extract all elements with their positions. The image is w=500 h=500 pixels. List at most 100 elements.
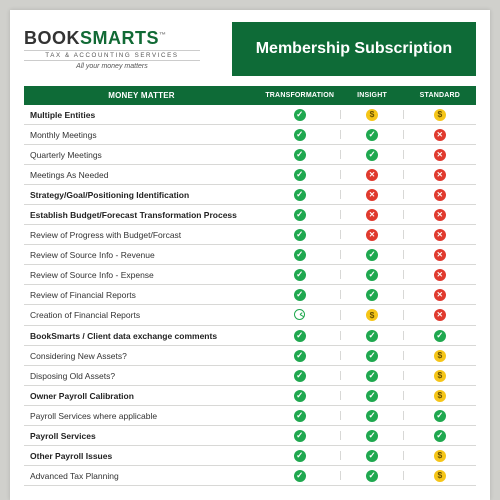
check-icon xyxy=(294,189,306,201)
check-icon xyxy=(366,289,378,301)
check-icon xyxy=(294,269,306,281)
check-icon xyxy=(294,330,306,342)
clock-icon xyxy=(294,309,305,320)
row-label: Advanced Tax Planning xyxy=(24,466,259,486)
comparison-table: MONEY MATTER TRANSFORMATION INSIGHT STAN… xyxy=(24,86,476,486)
cross-icon xyxy=(366,169,378,181)
table-row: BookSmarts / Client data exchange commen… xyxy=(24,326,476,346)
table-row: Review of Source Info - Revenue xyxy=(24,245,476,265)
check-icon xyxy=(294,350,306,362)
cross-icon xyxy=(434,289,446,301)
row-label: BookSmarts / Client data exchange commen… xyxy=(24,326,259,346)
dollar-icon xyxy=(366,309,378,321)
check-icon xyxy=(294,109,306,121)
col-insight: INSIGHT xyxy=(340,86,403,105)
row-label: Owner Payroll Calibration xyxy=(24,386,259,406)
table-row: Establish Budget/Forecast Transformation… xyxy=(24,205,476,225)
col-standard: STANDARD xyxy=(404,86,476,105)
cell-s xyxy=(404,105,476,125)
cell-s xyxy=(404,305,476,326)
cell-s xyxy=(404,346,476,366)
cell-i xyxy=(340,366,403,386)
dollar-icon xyxy=(434,370,446,382)
dollar-icon xyxy=(366,109,378,121)
check-icon xyxy=(434,410,446,422)
cross-icon xyxy=(434,149,446,161)
cell-t xyxy=(259,406,340,426)
table-row: Multiple Entities xyxy=(24,105,476,125)
dollar-icon xyxy=(434,450,446,462)
cell-s xyxy=(404,386,476,406)
cell-s xyxy=(404,205,476,225)
table-row: Considering New Assets? xyxy=(24,346,476,366)
cell-t xyxy=(259,326,340,346)
dollar-icon xyxy=(434,350,446,362)
row-label: Creation of Financial Reports xyxy=(24,305,259,326)
table-header: MONEY MATTER TRANSFORMATION INSIGHT STAN… xyxy=(24,86,476,105)
table-row: Payroll Services where applicable xyxy=(24,406,476,426)
brand-name-smarts: SMARTS xyxy=(80,28,159,48)
row-label: Considering New Assets? xyxy=(24,346,259,366)
cross-icon xyxy=(434,169,446,181)
cell-i xyxy=(340,145,403,165)
cell-s xyxy=(404,406,476,426)
check-icon xyxy=(366,390,378,402)
cell-s xyxy=(404,265,476,285)
cell-t xyxy=(259,245,340,265)
check-icon xyxy=(294,410,306,422)
cell-s xyxy=(404,165,476,185)
cell-s xyxy=(404,185,476,205)
cell-s xyxy=(404,125,476,145)
header-spacer xyxy=(24,76,476,86)
row-label: Review of Financial Reports xyxy=(24,285,259,305)
check-icon xyxy=(366,249,378,261)
row-label: Multiple Entities xyxy=(24,105,259,125)
table-row: Other Payroll Issues xyxy=(24,446,476,466)
table-row: Owner Payroll Calibration xyxy=(24,386,476,406)
cell-s xyxy=(404,245,476,265)
check-icon xyxy=(366,350,378,362)
dollar-icon xyxy=(434,470,446,482)
brand-name: BOOKSMARTS™ xyxy=(24,28,224,49)
cell-t xyxy=(259,105,340,125)
check-icon xyxy=(366,129,378,141)
row-label: Meetings As Needed xyxy=(24,165,259,185)
cell-t xyxy=(259,366,340,386)
table-row: Review of Source Info - Expense xyxy=(24,265,476,285)
cell-s xyxy=(404,145,476,165)
cell-i xyxy=(340,285,403,305)
row-label: Review of Source Info - Expense xyxy=(24,265,259,285)
cell-t xyxy=(259,185,340,205)
check-icon xyxy=(366,149,378,161)
cell-i xyxy=(340,406,403,426)
cell-t xyxy=(259,145,340,165)
cell-s xyxy=(404,446,476,466)
row-label: Quarterly Meetings xyxy=(24,145,259,165)
row-label: Monthly Meetings xyxy=(24,125,259,145)
cell-t xyxy=(259,466,340,486)
check-icon xyxy=(294,229,306,241)
brand-subline: TAX & ACCOUNTING SERVICES xyxy=(24,50,200,61)
check-icon xyxy=(294,149,306,161)
table-row: Monthly Meetings xyxy=(24,125,476,145)
cross-icon xyxy=(434,129,446,141)
cross-icon xyxy=(434,189,446,201)
dollar-icon xyxy=(434,390,446,402)
check-icon xyxy=(366,470,378,482)
document-page: BOOKSMARTS™ TAX & ACCOUNTING SERVICES Al… xyxy=(10,10,490,500)
cell-t xyxy=(259,265,340,285)
col-transformation: TRANSFORMATION xyxy=(259,86,340,105)
cell-s xyxy=(404,225,476,245)
cell-t xyxy=(259,305,340,326)
table-row: Creation of Financial Reports xyxy=(24,305,476,326)
check-icon xyxy=(294,129,306,141)
cell-i xyxy=(340,165,403,185)
check-icon xyxy=(366,410,378,422)
table-body: Multiple EntitiesMonthly MeetingsQuarter… xyxy=(24,105,476,486)
row-label: Review of Source Info - Revenue xyxy=(24,245,259,265)
check-icon xyxy=(294,390,306,402)
cell-t xyxy=(259,225,340,245)
col-money-matter: MONEY MATTER xyxy=(24,86,259,105)
row-label: Disposing Old Assets? xyxy=(24,366,259,386)
cell-s xyxy=(404,285,476,305)
